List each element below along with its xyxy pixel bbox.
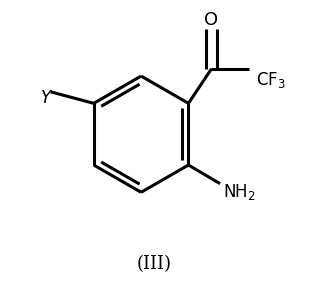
Text: (III): (III) [136,255,171,273]
Text: O: O [204,11,218,29]
Text: CF$_3$: CF$_3$ [256,70,286,90]
Text: Y: Y [41,89,51,106]
Text: NH$_2$: NH$_2$ [223,182,256,202]
